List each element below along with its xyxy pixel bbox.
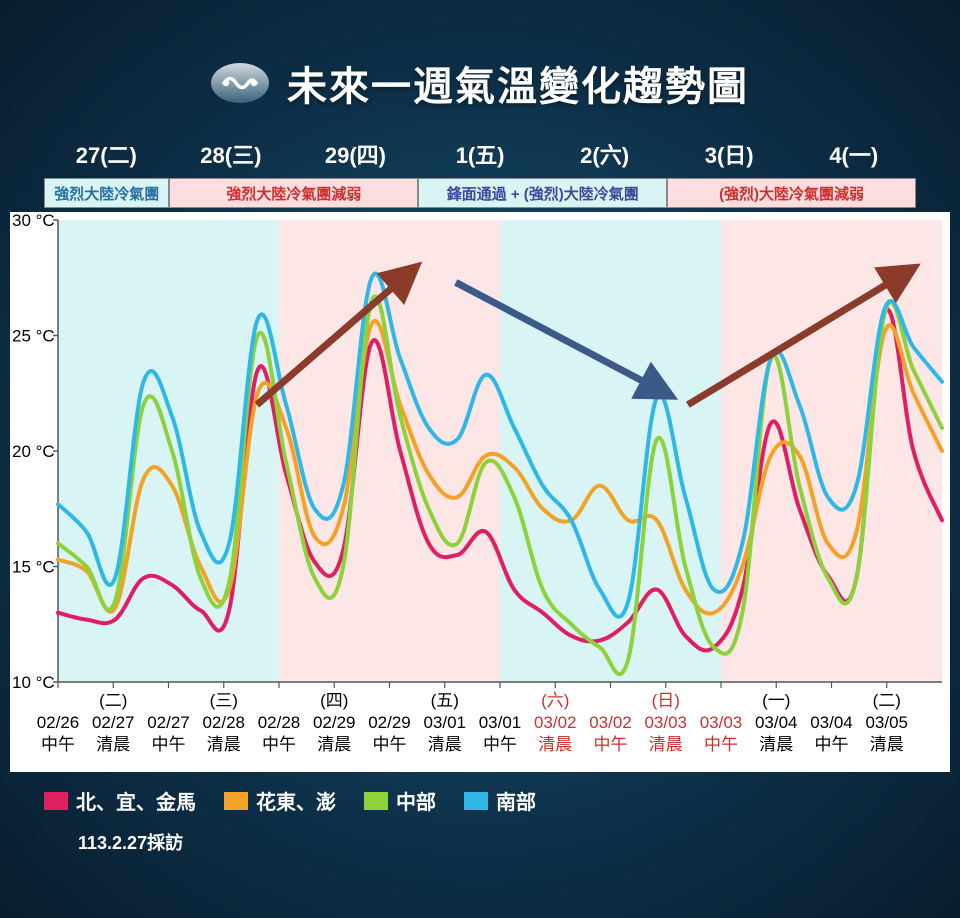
legend: 北、宜、金馬 花東、澎 中部 南部 (44, 786, 960, 815)
svg-text:03/01: 03/01 (479, 713, 522, 732)
svg-text:03/03: 03/03 (700, 713, 743, 732)
svg-text:中午: 中午 (483, 735, 517, 754)
svg-text:(六): (六) (541, 691, 569, 710)
svg-text:中午: 中午 (41, 735, 75, 754)
legend-label: 北、宜、金馬 (76, 786, 196, 815)
weather-period: (強烈)大陸冷氣團減弱 (667, 178, 916, 208)
day-header: 27(二) (44, 138, 169, 170)
svg-text:中午: 中午 (152, 735, 186, 754)
svg-text:03/02: 03/02 (534, 713, 577, 732)
svg-text:25 °C: 25 °C (12, 327, 55, 346)
svg-text:02/29: 02/29 (313, 713, 356, 732)
svg-text:02/26: 02/26 (37, 713, 80, 732)
legend-item: 中部 (364, 786, 436, 815)
day-header: 1(五) (418, 138, 543, 170)
day-header-row: 27(二)28(三)29(四)1(五)2(六)3(日)4(一) (44, 138, 916, 170)
svg-text:02/28: 02/28 (258, 713, 301, 732)
svg-text:03/04: 03/04 (755, 713, 798, 732)
title-row: 未來一週氣溫變化趨勢圖 (0, 0, 960, 112)
legend-swatch (364, 792, 388, 810)
cwb-logo (211, 63, 269, 103)
svg-text:(四): (四) (320, 691, 348, 710)
period-row: 強烈大陸冷氣團強烈大陸冷氣團減弱鋒面通過 + (強烈)大陸冷氣團(強烈)大陸冷氣… (44, 178, 916, 208)
svg-text:03/01: 03/01 (423, 713, 466, 732)
legend-label: 中部 (396, 786, 436, 815)
svg-text:(五): (五) (431, 691, 459, 710)
legend-item: 花東、澎 (224, 786, 336, 815)
day-header: 28(三) (169, 138, 294, 170)
legend-swatch (464, 792, 488, 810)
svg-text:中午: 中午 (594, 735, 628, 754)
svg-text:10 °C: 10 °C (12, 673, 55, 692)
svg-text:03/02: 03/02 (589, 713, 632, 732)
svg-text:中午: 中午 (373, 735, 407, 754)
svg-text:(日): (日) (652, 691, 680, 710)
day-header: 3(日) (667, 138, 792, 170)
svg-text:30 °C: 30 °C (12, 212, 55, 230)
svg-text:02/27: 02/27 (147, 713, 190, 732)
svg-text:清晨: 清晨 (207, 735, 241, 754)
svg-text:02/29: 02/29 (368, 713, 411, 732)
svg-text:15 °C: 15 °C (12, 558, 55, 577)
svg-text:03/05: 03/05 (865, 713, 908, 732)
svg-text:清晨: 清晨 (538, 735, 572, 754)
svg-text:清晨: 清晨 (317, 735, 351, 754)
svg-text:20 °C: 20 °C (12, 442, 55, 461)
weather-period: 強烈大陸冷氣團減弱 (169, 178, 418, 208)
svg-text:(三): (三) (210, 691, 238, 710)
legend-swatch (224, 792, 248, 810)
legend-item: 北、宜、金馬 (44, 786, 196, 815)
svg-text:中午: 中午 (704, 735, 738, 754)
chart-title: 未來一週氣溫變化趨勢圖 (287, 54, 749, 112)
legend-swatch (44, 792, 68, 810)
legend-label: 花東、澎 (256, 786, 336, 815)
source-note: 113.2.27採訪 (78, 829, 960, 855)
svg-text:清晨: 清晨 (759, 735, 793, 754)
day-header: 4(一) (791, 138, 916, 170)
svg-text:清晨: 清晨 (649, 735, 683, 754)
svg-text:中午: 中午 (815, 735, 849, 754)
svg-text:03/04: 03/04 (810, 713, 853, 732)
svg-text:中午: 中午 (262, 735, 296, 754)
legend-label: 南部 (496, 786, 536, 815)
svg-text:清晨: 清晨 (96, 735, 130, 754)
svg-text:02/28: 02/28 (202, 713, 245, 732)
svg-text:(二): (二) (873, 691, 901, 710)
weather-period: 鋒面通過 + (強烈)大陸冷氣團 (418, 178, 667, 208)
svg-text:(一): (一) (762, 691, 790, 710)
svg-text:清晨: 清晨 (428, 735, 462, 754)
svg-text:清晨: 清晨 (870, 735, 904, 754)
day-header: 29(四) (293, 138, 418, 170)
weather-period: 強烈大陸冷氣團 (44, 178, 169, 208)
svg-text:02/27: 02/27 (92, 713, 135, 732)
temperature-chart: 10 °C 15 °C 20 °C 25 °C 30 °C 02/26 中午 (二) 02/27… (10, 212, 950, 772)
svg-text:(二): (二) (99, 691, 127, 710)
day-header: 2(六) (542, 138, 667, 170)
svg-text:03/03: 03/03 (644, 713, 687, 732)
legend-item: 南部 (464, 786, 536, 815)
